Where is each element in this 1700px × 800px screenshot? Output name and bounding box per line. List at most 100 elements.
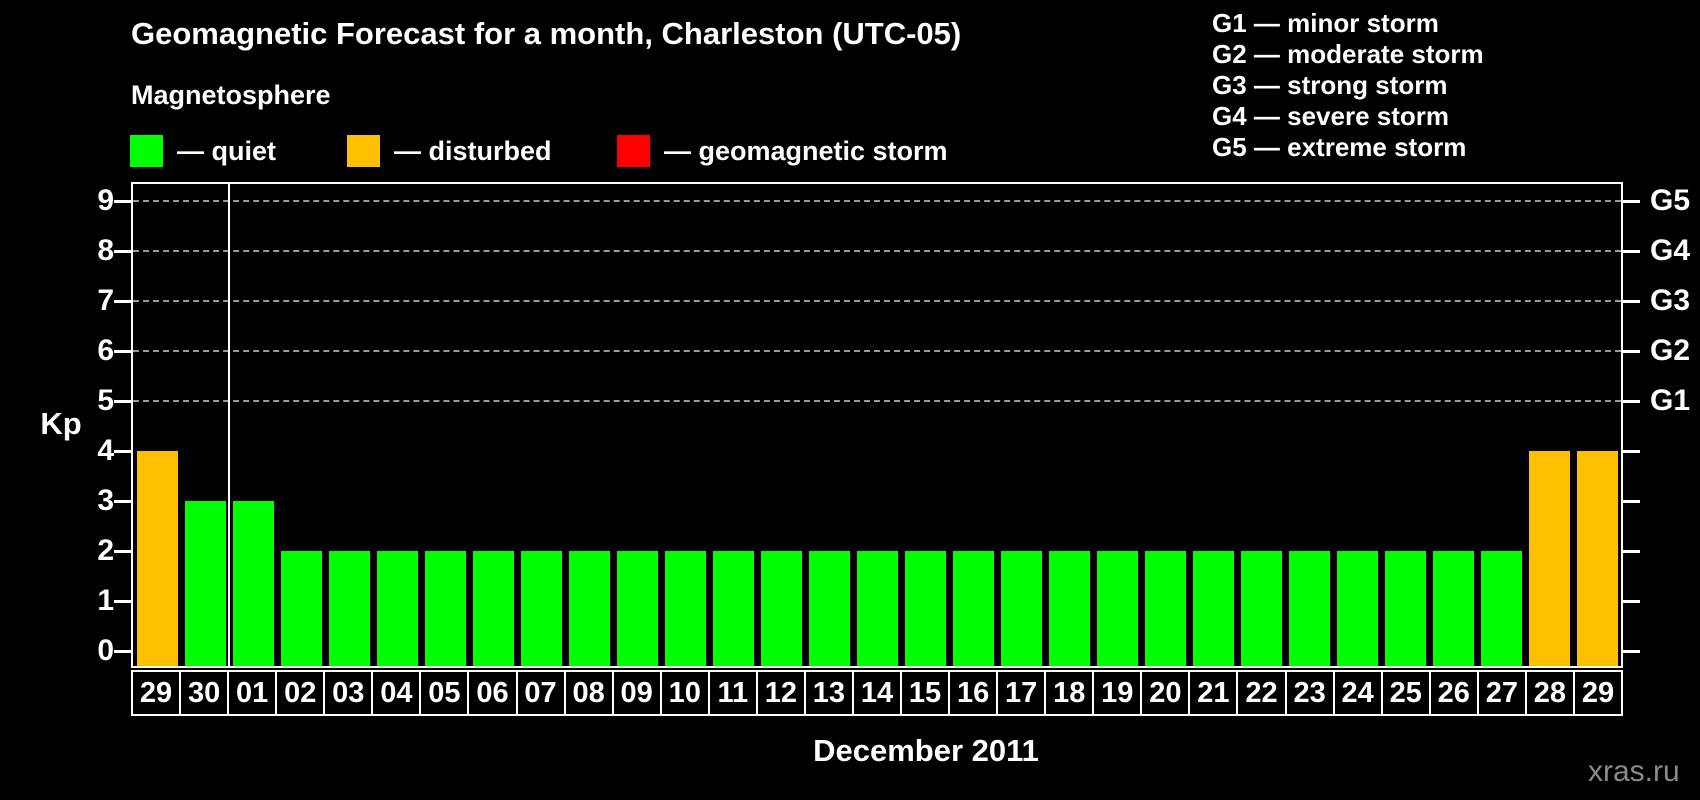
kp-bar-day-01	[232, 501, 274, 666]
gridline-kp-7	[133, 300, 1621, 302]
day-cell-18: 16	[950, 672, 997, 714]
day-cell-9: 07	[517, 672, 564, 714]
y-axis-tick-right-3	[1623, 500, 1640, 503]
kp-bar-day-13	[808, 551, 850, 666]
kp-bar-day-09	[616, 551, 658, 666]
kp-bar-day-07	[520, 551, 562, 666]
day-cell-8: 06	[469, 672, 516, 714]
watermark: xras.ru	[1588, 755, 1680, 788]
legend-item-quiet: — quiet	[130, 135, 276, 167]
kp-bar-day-30	[184, 501, 226, 666]
legend-item-disturbed: — disturbed	[347, 135, 552, 167]
storm-scale-legend-line-3: G3 — strong storm	[1212, 70, 1448, 100]
day-cell-26: 24	[1334, 672, 1381, 714]
y-axis-label-4: 4	[97, 434, 114, 467]
day-cell-22: 20	[1142, 672, 1189, 714]
quiet-color-swatch	[130, 135, 163, 167]
disturbed-color-swatch	[347, 135, 380, 167]
kp-bar-day-17	[1000, 551, 1042, 666]
y-axis-tick-right-2	[1623, 550, 1640, 553]
y-axis-tick-left-1	[114, 600, 131, 603]
kp-bar-day-29	[1576, 451, 1618, 666]
gridline-kp-9	[133, 200, 1621, 202]
chart-title: Geomagnetic Forecast for a month, Charle…	[131, 16, 962, 51]
day-cell-20: 18	[1046, 672, 1093, 714]
day-cell-30: 28	[1526, 672, 1573, 714]
legend-item-storm: — geomagnetic storm	[617, 135, 948, 167]
kp-bar-day-08	[568, 551, 610, 666]
y-axis-label-3: 3	[97, 484, 114, 517]
x-axis-title: December 2011	[813, 733, 1039, 768]
storm-scale-legend-line-5: G5 — extreme storm	[1212, 132, 1467, 162]
kp-bar-day-24	[1336, 551, 1378, 666]
day-cell-19: 17	[998, 672, 1045, 714]
day-cell-25: 23	[1286, 672, 1333, 714]
storm-scale-legend-line-2: G2 — moderate storm	[1212, 39, 1484, 69]
kp-bar-day-11	[712, 551, 754, 666]
y-axis-label-1: 1	[97, 584, 114, 617]
x-axis-day-row: 29 30 01 02 03 04 05 06 07 08 09 10 11 12 13 14 15 16 17 18…	[131, 670, 1623, 716]
kp-bar-day-15	[904, 551, 946, 666]
y-axis-tick-right-0	[1623, 650, 1640, 653]
kp-bar-day-02	[280, 551, 322, 666]
day-cell-10: 08	[565, 672, 612, 714]
day-cell-7: 05	[421, 672, 468, 714]
day-cell-6: 04	[373, 672, 420, 714]
y-axis-tick-left-9	[114, 200, 131, 203]
y-axis-tick-left-7	[114, 300, 131, 303]
day-cell-31: 29	[1574, 672, 1621, 714]
kp-bar-day-14	[856, 551, 898, 666]
y-axis-tick-left-0	[114, 650, 131, 653]
day-cell-24: 22	[1238, 672, 1285, 714]
kp-bar-day-19	[1096, 551, 1138, 666]
day-cell-23: 21	[1190, 672, 1237, 714]
y-axis-tick-left-8	[114, 250, 131, 253]
day-cell-27: 25	[1382, 672, 1429, 714]
right-axis-label-G1: G1	[1650, 384, 1691, 417]
right-axis-label-G5: G5	[1650, 184, 1691, 217]
day-cell-29: 27	[1478, 672, 1525, 714]
chart-subtitle: Magnetosphere	[131, 80, 331, 110]
kp-bar-day-23	[1288, 551, 1330, 666]
kp-bar-day-21	[1192, 551, 1234, 666]
day-cell-11: 09	[613, 672, 660, 714]
right-axis-label-G2: G2	[1650, 334, 1691, 367]
day-cell-5: 03	[325, 672, 372, 714]
kp-bar-day-05	[424, 551, 466, 666]
storm-scale-legend: G1 — minor storm G2 — moderate storm G3 — …	[1212, 8, 1484, 163]
y-axis-tick-right-5	[1623, 400, 1640, 403]
day-cell-12: 10	[661, 672, 708, 714]
kp-bar-day-18	[1048, 551, 1090, 666]
day-cell-1: 29	[133, 672, 180, 714]
kp-bar-day-22	[1240, 551, 1282, 666]
y-axis-tick-right-8	[1623, 250, 1640, 253]
y-axis-label-2: 2	[97, 534, 114, 567]
y-axis-label-7: 7	[97, 284, 114, 317]
y-axis-tick-right-6	[1623, 350, 1640, 353]
y-axis-tick-left-6	[114, 350, 131, 353]
kp-bar-day-04	[376, 551, 418, 666]
kp-bar-day-10	[664, 551, 706, 666]
day-cell-4: 02	[277, 672, 324, 714]
y-axis-tick-right-7	[1623, 300, 1640, 303]
y-axis-label-5: 5	[97, 384, 114, 417]
storm-scale-legend-line-4: G4 — severe storm	[1212, 101, 1450, 131]
y-axis-tick-left-5	[114, 400, 131, 403]
kp-bar-day-16	[952, 551, 994, 666]
kp-bar-day-12	[760, 551, 802, 666]
y-axis-label-0: 0	[97, 634, 114, 667]
y-axis-tick-left-2	[114, 550, 131, 553]
right-axis-label-G3: G3	[1650, 284, 1691, 317]
month-boundary-line	[228, 184, 230, 666]
right-axis-label-G4: G4	[1650, 234, 1691, 267]
y-axis-tick-left-3	[114, 500, 131, 503]
kp-bar-day-28	[1528, 451, 1570, 666]
legend-label-storm: — geomagnetic storm	[664, 135, 948, 166]
gridline-kp-5	[133, 400, 1621, 402]
kp-bar-day-25	[1384, 551, 1426, 666]
storm-scale-legend-line-1: G1 — minor storm	[1212, 8, 1439, 38]
y-axis-tick-right-1	[1623, 600, 1640, 603]
day-cell-2: 30	[181, 672, 228, 714]
kp-bar-day-29	[136, 451, 178, 666]
